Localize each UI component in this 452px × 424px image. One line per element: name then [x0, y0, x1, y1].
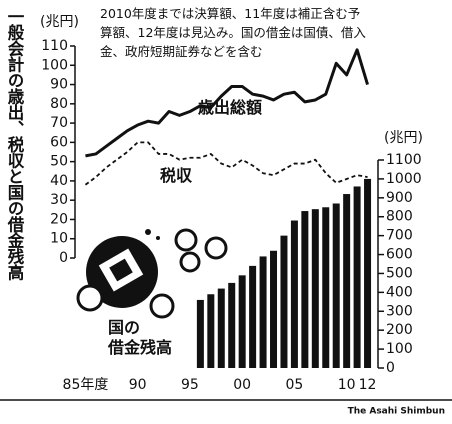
bar	[249, 265, 257, 368]
x-tick-label: 12	[359, 377, 377, 393]
bar	[353, 186, 361, 368]
bar	[228, 282, 236, 368]
chart-title: 一般会計の歳出、税収と国の借金残高	[5, 8, 24, 280]
y2-axis-label: (兆円)	[384, 130, 423, 146]
bar	[301, 211, 309, 368]
bar	[280, 235, 288, 368]
y-tick-label: 10	[50, 231, 68, 247]
y-tick-label: 50	[50, 154, 68, 170]
y2-tick-label: 300	[386, 303, 413, 319]
x-tick-label: 05	[285, 377, 303, 393]
bar	[364, 178, 372, 368]
credit: The Asahi Shimbun	[348, 407, 445, 417]
x-tick-label: 95	[181, 377, 199, 393]
x-tick-label: 10	[338, 377, 356, 393]
decoration	[76, 228, 228, 319]
bar	[311, 209, 319, 368]
y-tick-label: 90	[50, 77, 68, 93]
x-tick-label: 90	[129, 377, 147, 393]
y-tick-label: 70	[50, 115, 68, 131]
y2-tick-label: 900	[386, 190, 413, 206]
y-tick-label: 80	[50, 96, 68, 112]
bar	[322, 207, 330, 368]
y-tick-label: 60	[50, 134, 68, 150]
y-tick-label: 100	[41, 57, 68, 73]
y2-tick-label: 400	[386, 284, 413, 300]
bar	[332, 203, 340, 368]
bar	[343, 194, 351, 368]
bar	[217, 288, 225, 368]
bar	[238, 275, 246, 368]
bar	[207, 294, 215, 368]
series-label: 税収	[160, 166, 193, 185]
note: 2010年度までは決算額、11年度は補正含む予 算額、12年度は見込み。国の借金…	[100, 6, 366, 59]
line	[84, 141, 368, 186]
y-axis-label: (兆円)	[40, 14, 79, 30]
x-tick-label: 85年度	[63, 377, 109, 393]
x-tick-label: 00	[233, 377, 251, 393]
bar	[196, 299, 204, 368]
y2-tick-label: 200	[386, 322, 413, 338]
bar	[290, 220, 298, 368]
bar	[259, 256, 267, 368]
y-tick-label: 30	[50, 192, 68, 208]
y-tick-label: 0	[59, 250, 68, 266]
series-label: 歳出総額	[198, 98, 263, 117]
bar	[270, 250, 278, 368]
y2-tick-label: 800	[386, 209, 413, 225]
y2-tick-label: 0	[386, 360, 395, 376]
y2-tick-label: 700	[386, 228, 413, 244]
y2-tick-label: 1000	[386, 171, 422, 187]
y-tick-label: 20	[50, 211, 68, 227]
y2-tick-label: 500	[386, 265, 413, 281]
series-label: 国の 借金残高	[108, 318, 173, 357]
y-tick-label: 40	[50, 173, 68, 189]
y-tick-label: 110	[41, 38, 68, 54]
y2-tick-label: 1100	[386, 152, 422, 168]
y2-tick-label: 600	[386, 247, 413, 263]
y2-tick-label: 100	[386, 341, 413, 357]
line	[85, 48, 369, 158]
